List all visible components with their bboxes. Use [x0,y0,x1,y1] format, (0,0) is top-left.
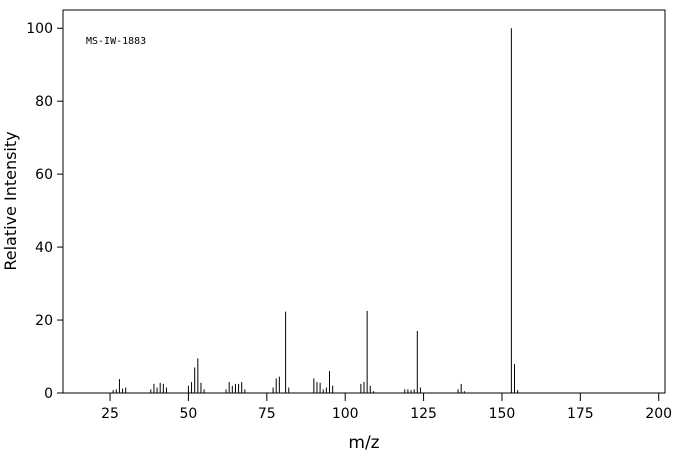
x-axis-label: m/z [348,433,379,453]
x-tick-label: 150 [489,406,516,422]
x-tick-label: 100 [332,406,359,422]
x-tick-label: 125 [410,406,437,422]
y-tick-label: 60 [35,167,53,183]
y-tick-label: 100 [26,21,53,37]
y-tick-label: 40 [35,240,53,256]
x-tick-label: 75 [258,406,276,422]
y-axis-label: Relative Intensity [1,131,20,270]
y-tick-label: 80 [35,94,53,110]
x-tick-label: 200 [645,406,672,422]
y-tick-label: 0 [44,386,53,402]
x-tick-label: 25 [101,406,119,422]
x-tick-label: 175 [567,406,594,422]
x-tick-label: 50 [180,406,198,422]
annotation: MS-IW-1883 [86,36,146,47]
plot-frame [62,9,666,394]
y-tick-label: 20 [35,313,53,329]
